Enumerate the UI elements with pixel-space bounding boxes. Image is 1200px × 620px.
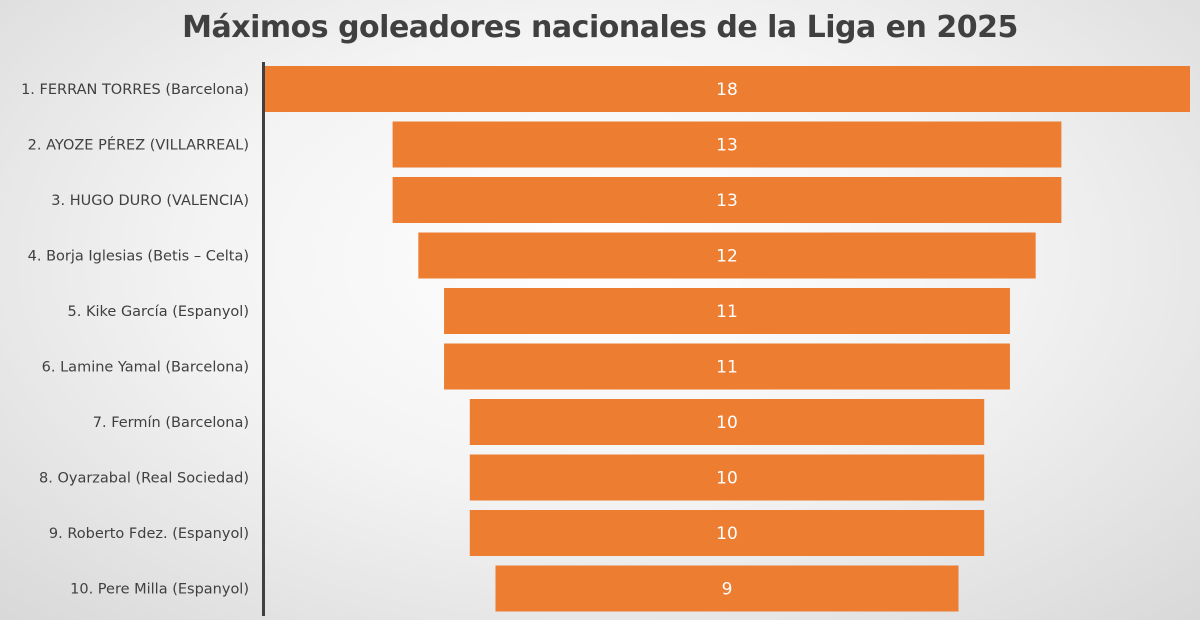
bar-value-label: 11 — [716, 358, 738, 378]
bar-value-label: 10 — [716, 413, 738, 433]
category-label: 6. Lamine Yamal (Barcelona) — [42, 360, 249, 376]
bar — [418, 232, 1036, 279]
bars-group: 18 13 13 12 11 11 10 10 10 9 — [264, 66, 1190, 612]
category-label: 7. Fermín (Barcelona) — [93, 415, 249, 431]
bar — [444, 288, 1010, 334]
bar-value-label: 9 — [722, 580, 733, 600]
bar-value-label: 13 — [716, 136, 738, 156]
category-labels-group: 1. FERRAN TORRES (Barcelona) 2. AYOZE PÉR… — [21, 82, 249, 598]
bar-value-label: 13 — [716, 191, 738, 211]
bar — [469, 399, 985, 445]
category-label: 9. Roberto Fdez. (Espanyol) — [49, 526, 249, 542]
category-label: 1. FERRAN TORRES (Barcelona) — [21, 82, 249, 98]
bar — [444, 343, 1010, 390]
bar-value-label: 18 — [716, 80, 738, 100]
category-label: 3. HUGO DURO (VALENCIA) — [51, 193, 249, 209]
bar-value-label: 10 — [716, 524, 738, 544]
bar — [392, 121, 1062, 168]
category-label: 10. Pere Milla (Espanyol) — [70, 582, 249, 598]
bar-value-label: 10 — [716, 469, 738, 489]
category-label: 5. Kike García (Espanyol) — [68, 304, 249, 320]
bar — [495, 565, 959, 612]
chart-title: Máximos goleadores nacionales de la Liga… — [182, 10, 1018, 45]
bar — [469, 454, 985, 501]
bar — [264, 66, 1190, 112]
category-label: 4. Borja Iglesias (Betis – Celta) — [28, 249, 249, 265]
bar — [469, 510, 985, 556]
category-label: 8. Oyarzabal (Real Sociedad) — [39, 471, 249, 487]
category-label: 2. AYOZE PÉREZ (VILLARREAL) — [28, 137, 249, 154]
bar-value-label: 12 — [716, 247, 738, 267]
bar — [392, 177, 1062, 223]
bar-value-label: 11 — [716, 302, 738, 322]
